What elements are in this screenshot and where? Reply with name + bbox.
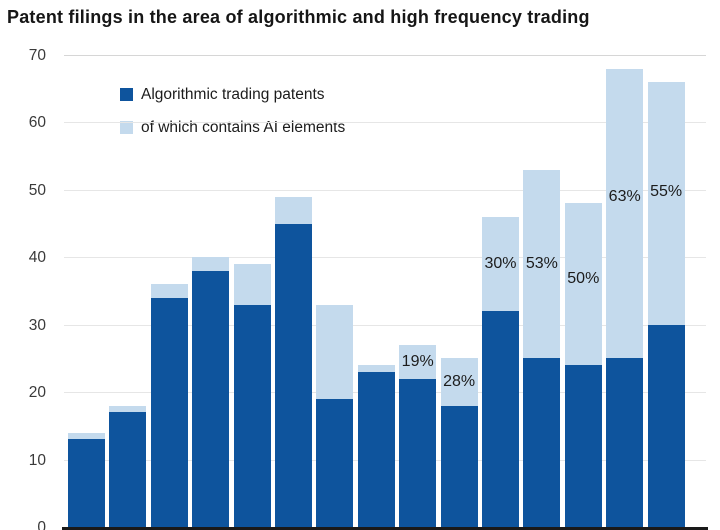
gridline: [64, 189, 706, 191]
x-axis-line: [62, 527, 708, 530]
bar-segment-algorithmic: [192, 270, 230, 527]
bar-segment-ai: [399, 344, 437, 379]
y-axis-tick-label: 10: [28, 451, 46, 469]
y-axis-tick-label: 0: [37, 519, 46, 530]
bar-segment-algorithmic: [109, 412, 147, 527]
legend: Algorithmic trading patents of which con…: [120, 85, 346, 154]
bar-segment-algorithmic: [482, 311, 519, 527]
bar-segment-ai: [523, 169, 561, 359]
gridline: [64, 257, 706, 259]
bar-segment-algorithmic: [316, 398, 354, 527]
bar-segment-algorithmic: [150, 297, 188, 527]
percent-label: 28%: [443, 373, 476, 391]
bar-segment-ai: [440, 358, 478, 406]
bar-segment-algorithmic: [68, 439, 105, 527]
percent-label: 30%: [484, 255, 517, 273]
y-axis-tick-label: 70: [28, 47, 46, 64]
gridline: [64, 122, 706, 124]
bar-segment-algorithmic: [233, 304, 271, 527]
bar-segment-ai: [192, 257, 230, 271]
bar-segment-ai: [233, 264, 271, 305]
bar-segment-algorithmic: [647, 324, 685, 527]
legend-swatch-light-icon: [120, 121, 133, 134]
bar-segment-algorithmic: [275, 223, 312, 527]
percent-label: 50%: [567, 270, 600, 288]
legend-label-ai-elements: of which contains AI elements: [141, 118, 346, 136]
bar-segment-ai: [275, 196, 312, 224]
bar-segment-algorithmic: [399, 378, 437, 527]
bar-segment-ai: [109, 405, 147, 413]
legend-label-algorithmic-trading-patents: Algorithmic trading patents: [141, 85, 325, 103]
bar-segment-ai: [357, 365, 395, 372]
bar-segment-ai: [564, 203, 602, 366]
y-axis-tick-label: 50: [28, 181, 46, 199]
bar-segment-algorithmic: [440, 405, 478, 527]
bar-segment-ai: [606, 68, 644, 359]
y-axis-tick-label: 60: [28, 114, 46, 132]
gridline: [64, 324, 706, 326]
bar-segment-algorithmic: [564, 365, 602, 527]
percent-label: 19%: [401, 352, 434, 370]
y-axis-tick-label: 40: [28, 249, 46, 267]
plot-area: Algorithmic trading patents of which con…: [62, 55, 708, 530]
bar-segment-ai: [150, 284, 188, 298]
legend-swatch-dark-icon: [120, 88, 133, 101]
percent-label: 63%: [608, 188, 641, 206]
legend-item-algorithmic-trading-patents: Algorithmic trading patents: [120, 85, 345, 103]
bar-segment-algorithmic: [523, 358, 561, 527]
bar-segment-ai: [316, 304, 354, 399]
bar-segment-algorithmic: [606, 358, 644, 527]
y-axis-tick-label: 30: [28, 316, 46, 334]
bar-segment-ai: [482, 216, 519, 312]
y-axis-tick-label: 20: [28, 384, 46, 402]
bar-segment-ai: [647, 81, 685, 325]
percent-label: 53%: [525, 255, 558, 273]
gridline: [64, 55, 706, 56]
percent-label: 55%: [650, 183, 683, 201]
chart-title: Patent filings in the area of algorithmi…: [7, 7, 590, 27]
bar-segment-algorithmic: [357, 371, 395, 527]
bar-segment-ai: [68, 432, 105, 440]
